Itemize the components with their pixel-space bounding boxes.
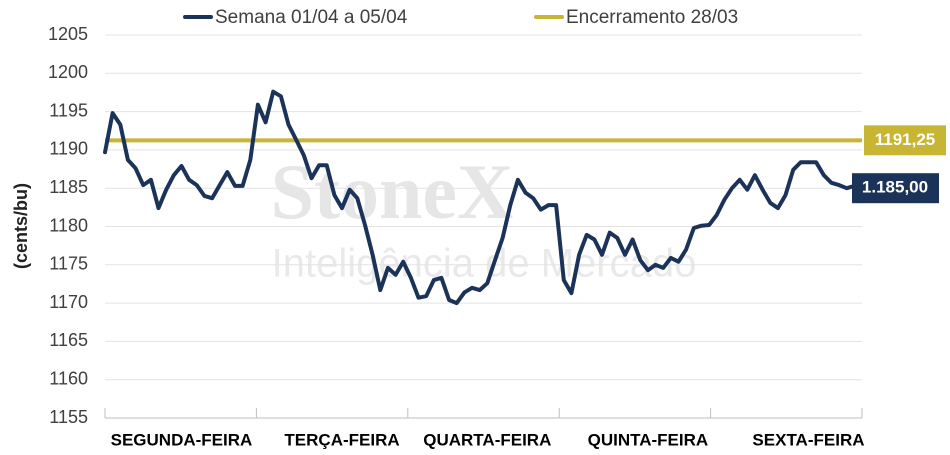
y-tick-label: 1175 <box>49 254 88 274</box>
legend-label: Encerramento 28/03 <box>566 7 738 28</box>
y-tick-label: 1170 <box>49 292 88 312</box>
watermark-subtitle: Inteligência de Mercado <box>272 242 697 286</box>
y-tick-label: 1195 <box>49 100 88 120</box>
y-tick-label: 1205 <box>48 24 88 44</box>
series-line <box>103 89 864 306</box>
y-tick-label: 1165 <box>49 330 88 350</box>
legend-label: Semana 01/04 a 05/04 <box>215 7 408 28</box>
end-chip-label: 1.185,00 <box>862 178 928 197</box>
x-tick-label: QUARTA-FEIRA <box>423 430 551 449</box>
reference-chip <box>864 125 946 156</box>
y-tick-label: 1160 <box>49 368 88 388</box>
y-tick-label: 1200 <box>48 62 88 82</box>
x-tick-label: TERÇA-FEIRA <box>284 430 399 449</box>
y-tick-label: 1185 <box>49 177 88 197</box>
end-chip <box>852 173 939 204</box>
watermark-title: StoneX <box>271 148 514 235</box>
y-tick-label: 1180 <box>49 215 88 235</box>
x-tick-label: QUINTA-FEIRA <box>588 430 709 449</box>
y-tick-label: 1190 <box>49 139 88 159</box>
y-axis-label: (cents/bu) <box>11 183 31 269</box>
y-tick-label: 1155 <box>49 407 88 427</box>
x-tick-label: SEGUNDA-FEIRA <box>111 430 253 449</box>
reference-chip-label: 1191,25 <box>875 130 936 149</box>
x-tick-label: SEXTA-FEIRA <box>752 430 864 449</box>
